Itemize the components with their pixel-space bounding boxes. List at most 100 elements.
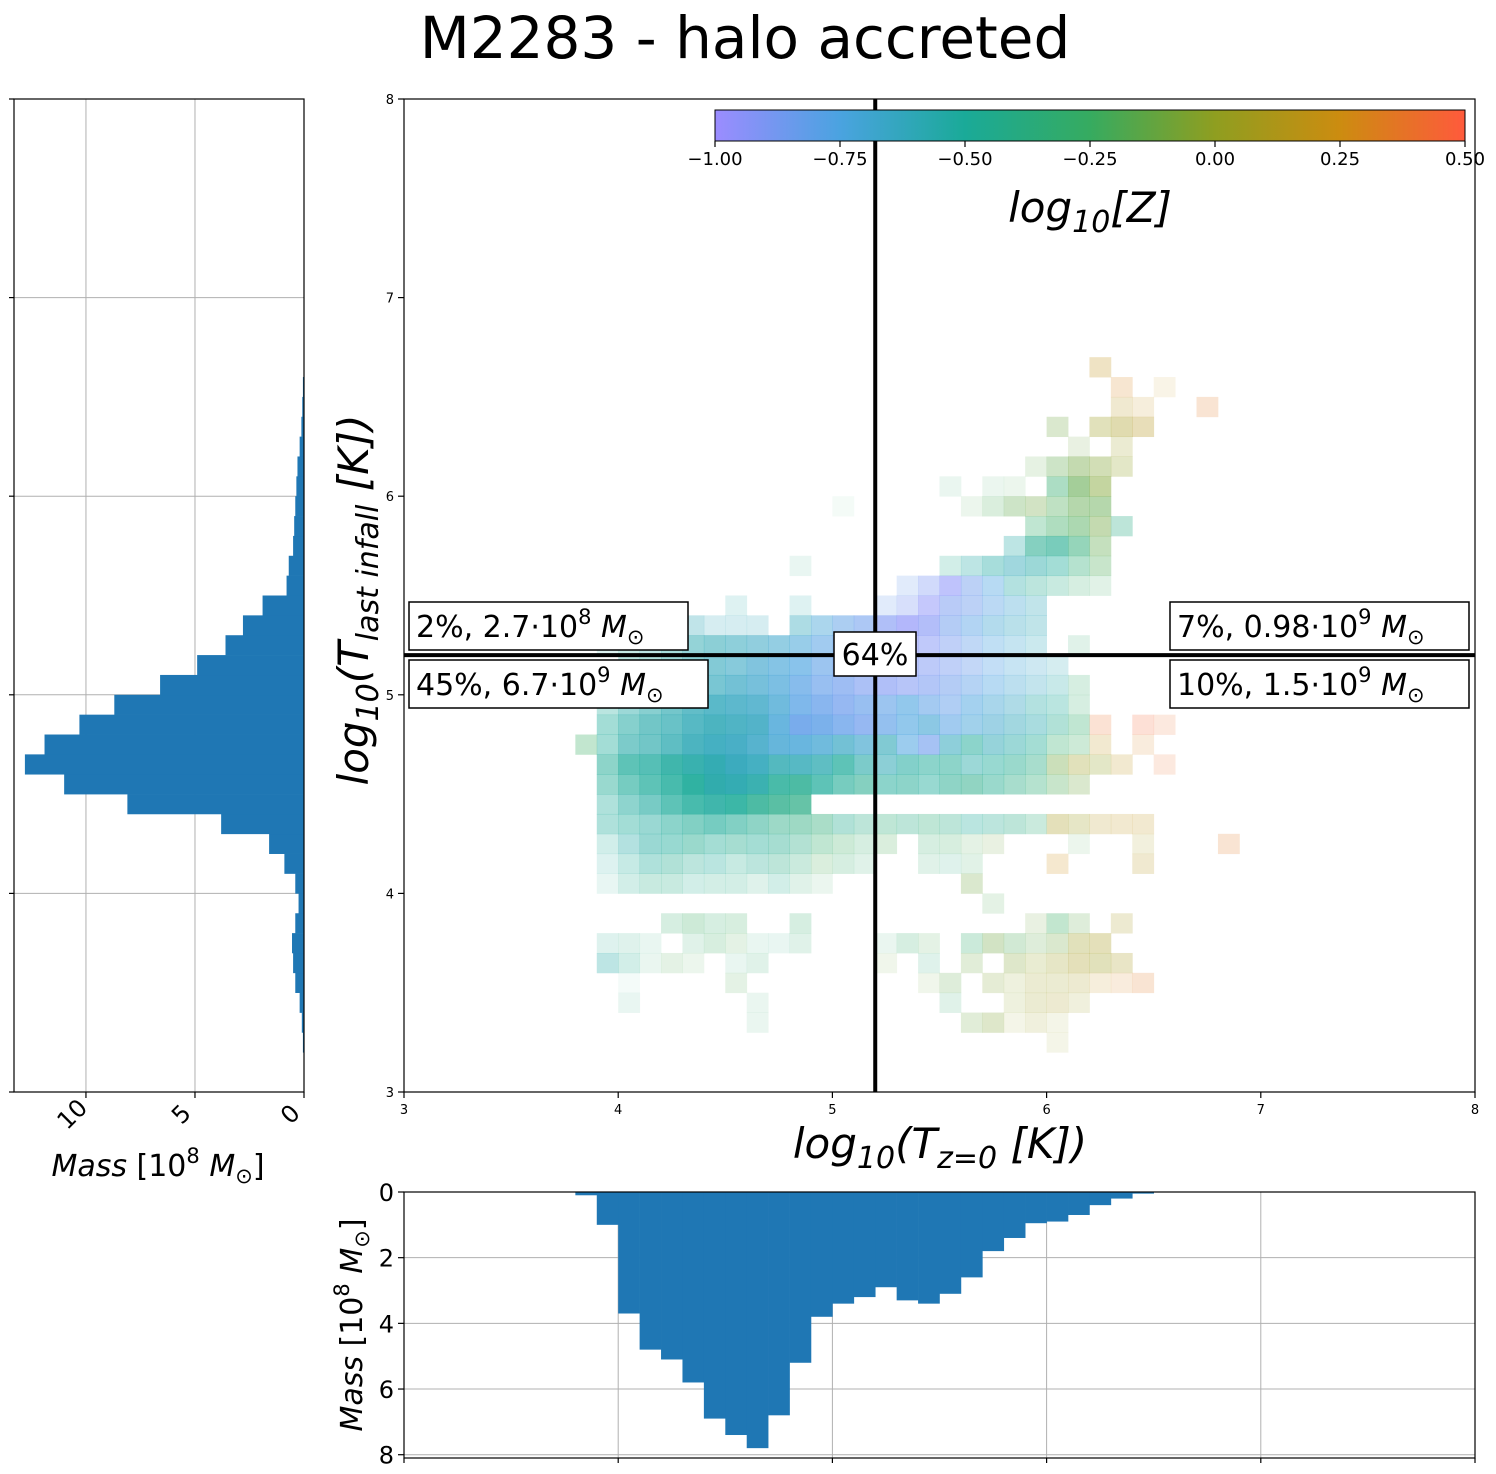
heatmap-cell <box>725 754 748 775</box>
colorbar-ticks: −1.00 −0.75 −0.50 −0.25 0.00 0.25 0.50 <box>687 141 1485 170</box>
y-tick-label: 5 <box>386 689 394 704</box>
heatmap-cell <box>746 734 769 755</box>
heatmap-cell <box>789 873 812 894</box>
heatmap-cell <box>661 853 683 874</box>
heatmap-cell <box>768 635 790 656</box>
heatmap-cell <box>896 754 919 775</box>
heatmap-cell <box>703 635 726 656</box>
heatmap-cell <box>746 813 769 835</box>
heatmap-cell <box>725 655 748 676</box>
heatmap-cell <box>1068 535 1090 557</box>
heatmap-cell <box>596 952 619 974</box>
heatmap-cell <box>1025 992 1047 1013</box>
heatmap-cell <box>1025 516 1047 537</box>
heatmap-cell <box>639 933 662 954</box>
x-tick-label: 3 <box>400 1103 408 1118</box>
histogram-bar <box>982 1192 1005 1252</box>
heatmap-cell <box>725 873 748 894</box>
heatmap-cell <box>810 714 833 735</box>
heatmap-cell <box>960 873 983 894</box>
heatmap-cell <box>853 774 876 795</box>
heatmap-cell <box>960 555 983 577</box>
heatmap-cell <box>682 952 705 974</box>
heatmap-cell <box>1046 813 1069 835</box>
heatmap-cell <box>1046 674 1069 696</box>
histogram-bar <box>299 436 304 457</box>
heatmap-cell <box>1110 813 1133 835</box>
annotation-text: 7%, 0.98·109 M⊙ <box>1177 605 1425 649</box>
heatmap-cell <box>918 734 940 755</box>
heatmap-cell <box>918 972 940 994</box>
histogram-bar <box>596 1192 619 1225</box>
heatmap-cell <box>918 674 940 696</box>
heatmap-cell <box>618 972 641 994</box>
x-tick-label: 5 <box>166 1099 197 1130</box>
heatmap-cell <box>1110 913 1133 934</box>
heatmap-cell <box>1089 516 1112 537</box>
heatmap-cell <box>661 913 683 934</box>
heatmap-cell <box>939 714 962 735</box>
heatmap-cell <box>596 813 619 835</box>
histogram-bar <box>575 1192 598 1196</box>
heatmap-cell <box>960 655 983 676</box>
heatmap-cell <box>875 734 898 755</box>
heatmap-cell <box>725 952 748 974</box>
colorbar-label: log10[Z] <box>1008 183 1172 240</box>
heatmap-cell <box>575 734 598 755</box>
heatmap-cell <box>1046 853 1069 874</box>
heatmap-cell <box>939 595 962 616</box>
heatmap-cell <box>768 833 790 855</box>
heatmap-cell <box>639 774 662 795</box>
heatmap-cell <box>939 774 962 795</box>
heatmap-cell <box>1003 535 1026 557</box>
heatmap-cell <box>1089 496 1112 517</box>
heatmap-cell <box>1003 992 1026 1013</box>
heatmap-cell <box>789 754 812 775</box>
heatmap-cell <box>1025 734 1047 755</box>
heatmap-cell <box>1196 396 1219 418</box>
histogram-bar <box>197 655 304 676</box>
heatmap-cell <box>661 734 683 755</box>
heatmap-cell <box>1025 655 1047 676</box>
histogram-bar <box>284 853 304 874</box>
heatmap-frame <box>403 98 1476 1093</box>
heatmap-cell <box>1046 933 1069 954</box>
histogram-bar <box>296 476 304 497</box>
heatmap-cell <box>960 933 983 954</box>
heatmap-cell <box>1025 456 1047 477</box>
heatmap-cell <box>1046 754 1069 775</box>
histogram-bar <box>918 1192 940 1304</box>
heatmap-cell <box>1003 972 1026 994</box>
heatmap-cell <box>1068 555 1090 577</box>
colorbar-tick-label: −0.25 <box>1062 149 1117 170</box>
heatmap-cell <box>875 813 898 835</box>
heatmap-cell <box>789 694 812 716</box>
heatmap-cell <box>1089 813 1112 835</box>
heatmap-cell <box>661 714 683 735</box>
heatmap-cell <box>1110 456 1133 477</box>
heatmap-cell <box>810 813 833 835</box>
histogram-bar <box>875 1192 897 1288</box>
heatmap-cell <box>1025 615 1047 636</box>
histogram-bar <box>960 1192 983 1278</box>
heatmap-cell <box>1068 496 1090 517</box>
annotation-box <box>408 601 689 651</box>
heatmap-cell <box>746 615 769 636</box>
histogram-bar <box>810 1192 833 1317</box>
histogram-bar <box>299 992 304 1013</box>
heatmap-cell <box>596 794 619 815</box>
heatmap-cell <box>661 833 683 855</box>
heatmap-cell <box>1046 476 1069 497</box>
heatmap-cell <box>1089 714 1112 735</box>
heatmap-cell <box>982 635 1005 656</box>
heatmap-cell <box>1046 575 1069 596</box>
heatmap-cell <box>1025 754 1047 775</box>
chart-title: M2283 - halo accreted <box>420 4 1071 72</box>
bottom-histogram-bars <box>575 1192 1154 1449</box>
heatmap-cell <box>918 833 940 855</box>
heatmap-cell <box>1068 674 1090 696</box>
histogram-bar <box>242 615 304 636</box>
heatmap-cell <box>1132 833 1155 855</box>
heatmap-cell <box>1046 913 1069 934</box>
heatmap-cell <box>982 714 1005 735</box>
